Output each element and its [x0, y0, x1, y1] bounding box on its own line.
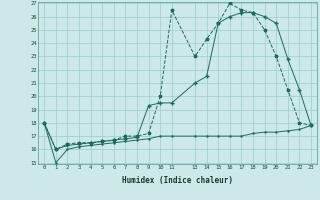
X-axis label: Humidex (Indice chaleur): Humidex (Indice chaleur) — [122, 176, 233, 185]
